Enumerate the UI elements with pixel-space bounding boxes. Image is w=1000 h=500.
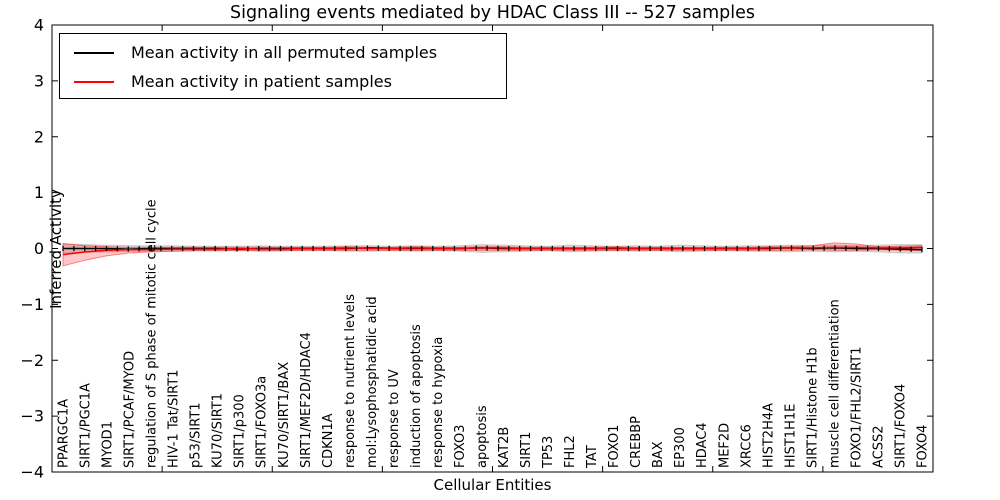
x-category-label: FOXO1 — [607, 425, 622, 468]
y-axis-label: Inferred Activity — [47, 189, 65, 309]
x-category-label: KAT2B — [497, 427, 512, 468]
legend-label-permuted: Mean activity in all permuted samples — [131, 43, 438, 62]
y-tick-labels: 4 3 2 1 0 −1 −2 −3 −4 — [20, 16, 44, 482]
chart-title: Signaling events mediated by HDAC Class … — [229, 3, 756, 23]
legend-item-permuted: Mean activity in all permuted samples — [74, 38, 506, 67]
x-category-label: HIST1H1E — [783, 404, 798, 468]
x-category-label: MEF2D — [717, 423, 732, 468]
x-category-label: FOXO4 — [916, 425, 931, 468]
legend-line-red — [74, 80, 114, 83]
x-category-label: ACSS2 — [871, 425, 886, 468]
y-tick-label: −1 — [20, 295, 44, 314]
x-category-label: SIRT1/PCAF/MYOD — [123, 351, 138, 468]
x-category-label: regulation of S phase of mitotic cell cy… — [145, 199, 160, 468]
x-category-label: TP53 — [541, 436, 556, 469]
x-category-label: response to hypoxia — [431, 337, 446, 468]
x-category-label: SIRT1/FOXO3a — [255, 376, 270, 468]
x-category-label: TAT — [585, 445, 600, 469]
x-category-label: SIRT1/PGC1A — [79, 383, 94, 468]
x-category-label: SIRT1/Histone H1b — [805, 347, 820, 468]
y-tick-label: −3 — [20, 407, 44, 426]
x-category-label: SIRT1/FOXO4 — [894, 384, 909, 468]
x-category-label: KU70/SIRT1/BAX — [277, 362, 292, 468]
x-category-label: response to UV — [387, 369, 402, 468]
x-category-label: response to nutrient levels — [343, 294, 358, 468]
data-point-markers — [62, 245, 923, 253]
y-tick-label: 1 — [34, 183, 44, 202]
x-category-label: CDKN1A — [321, 413, 336, 468]
x-category-label: SIRT1/p300 — [233, 394, 248, 468]
x-axis-label: Cellular Entities — [433, 476, 552, 494]
x-category-label: apoptosis — [475, 405, 490, 468]
x-category-label: SIRT1 — [519, 432, 534, 468]
x-category-label: KU70/SIRT1 — [211, 393, 226, 468]
x-category-label: HDAC4 — [695, 422, 710, 468]
y-tick-label: 3 — [34, 71, 44, 90]
x-category-label: mol:Lysophosphatidic acid — [365, 296, 380, 468]
x-category-label: HIV-1 Tat/SIRT1 — [167, 370, 182, 468]
legend-item-patient: Mean activity in patient samples — [74, 67, 506, 96]
x-category-labels: PPARGC1A SIRT1/PGC1A MYOD1 SIRT1/PCAF/MYOD r… — [57, 199, 931, 469]
x-category-label: CREBBP — [629, 416, 644, 468]
y-tick-label: 2 — [34, 127, 44, 146]
x-category-label: BAX — [651, 441, 666, 468]
patient-mean-line — [62, 246, 923, 256]
legend: Mean activity in all permuted samples Me… — [59, 33, 507, 99]
x-category-label: XRCC6 — [739, 424, 754, 468]
x-ticks — [161, 25, 934, 472]
x-category-label: SIRT1/MEF2D/HDAC4 — [299, 332, 314, 468]
legend-label-patient: Mean activity in patient samples — [131, 72, 392, 91]
x-category-label: MYOD1 — [101, 421, 116, 468]
y-tick-label: 0 — [34, 239, 44, 258]
y-ticks — [52, 24, 933, 473]
x-category-label: FOXO1/FHL2/SIRT1 — [849, 347, 864, 468]
legend-line-black — [74, 51, 114, 54]
y-tick-label: −2 — [20, 351, 44, 370]
x-category-label: EP300 — [673, 427, 688, 468]
x-category-label: p53/SIRT1 — [189, 402, 204, 468]
x-category-label: induction of apoptosis — [409, 324, 424, 468]
y-tick-label: −4 — [20, 463, 44, 482]
x-category-label: muscle cell differentiation — [827, 299, 842, 468]
x-category-label: FOXO3 — [453, 425, 468, 468]
x-category-label: PPARGC1A — [57, 399, 72, 468]
y-tick-label: 4 — [34, 16, 44, 35]
x-category-label: FHL2 — [563, 435, 578, 468]
x-category-label: HIST2H4A — [761, 403, 776, 468]
